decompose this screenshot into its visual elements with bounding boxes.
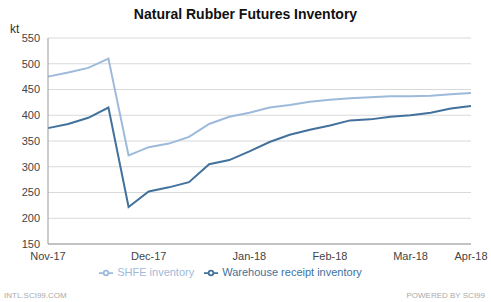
svg-text:500: 500 xyxy=(22,58,40,70)
html-text:kt: kt xyxy=(10,22,20,36)
svg-text:300: 300 xyxy=(22,161,40,173)
svg-text:Jan-18: Jan-18 xyxy=(233,250,267,262)
svg-text:Feb-18: Feb-18 xyxy=(313,250,348,262)
html-text:POWERED BY SCI99: POWERED BY SCI99 xyxy=(406,291,485,300)
svg-text:Apr-18: Apr-18 xyxy=(454,250,483,262)
svg-text:250: 250 xyxy=(22,186,40,198)
svg-text:400: 400 xyxy=(22,109,40,121)
html-text:INTL.SCI99.COM: INTL.SCI99.COM xyxy=(4,291,67,300)
svg-text:150: 150 xyxy=(22,238,40,250)
html-text:Natural Rubber Futures Invento: Natural Rubber Futures Inventory xyxy=(133,6,358,22)
svg-text:Dec-17: Dec-17 xyxy=(131,250,166,262)
html-text:SHFE inventory: SHFE inventory xyxy=(117,266,195,278)
svg-text:Nov-17: Nov-17 xyxy=(30,250,65,262)
svg-text:200: 200 xyxy=(22,212,40,224)
svg-text:450: 450 xyxy=(22,83,40,95)
svg-text:Mar-18: Mar-18 xyxy=(393,250,428,262)
svg-text:550: 550 xyxy=(22,32,40,44)
svg-text:350: 350 xyxy=(22,135,40,147)
html-text:Warehouse receipt inventory: Warehouse receipt inventory xyxy=(222,266,362,278)
